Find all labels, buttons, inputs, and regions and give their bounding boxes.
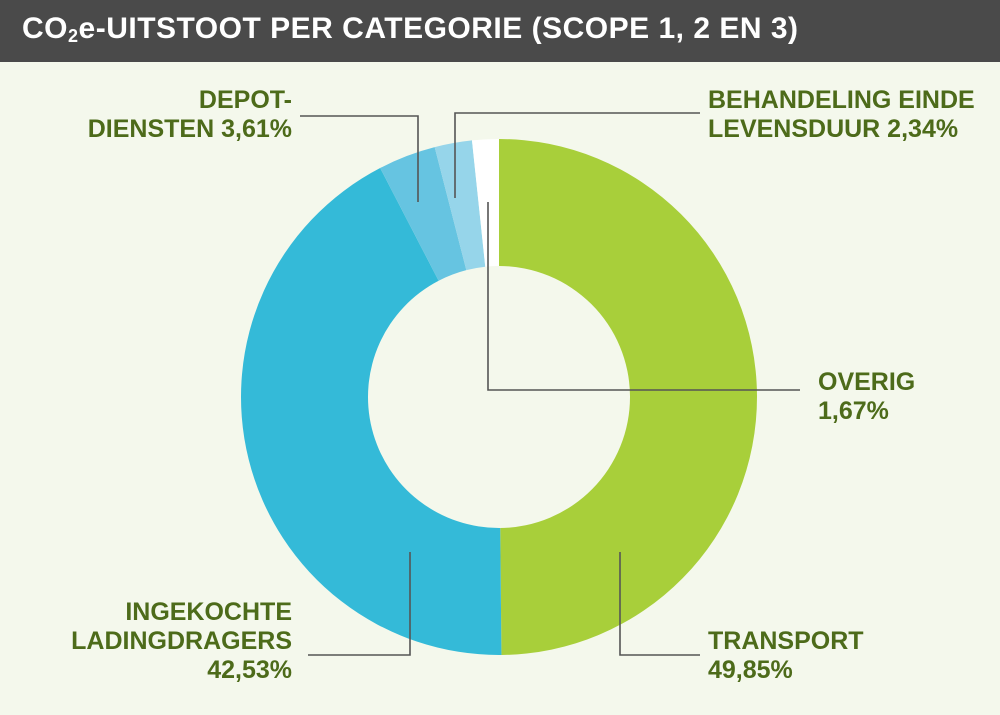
slice-label-depot: DEPOT- DIENSTEN 3,61%	[87, 86, 292, 143]
slice-label-transport: TRANSPORT 49,85%	[708, 627, 864, 684]
donut-slices	[241, 139, 757, 655]
chart-title: CO2e-UITSTOOT PER CATEGORIE (SCOPE 1, 2 …	[22, 12, 799, 46]
leader-line-ladingdragers	[308, 552, 411, 656]
chart-header: CO2e-UITSTOOT PER CATEGORIE (SCOPE 1, 2 …	[0, 0, 1000, 62]
leader-line-behandeling	[454, 112, 700, 198]
slice-overig	[471, 139, 499, 267]
slice-behandeling	[434, 140, 486, 271]
leader-line-overig	[487, 202, 800, 391]
leader-lines	[300, 112, 800, 656]
slice-label-overig: OVERIG 1,67%	[818, 368, 916, 425]
slice-transport	[499, 139, 757, 655]
slice-depot	[380, 147, 467, 281]
slice-label-behandeling: BEHANDELING EINDE LEVENSDUUR 2,34%	[708, 86, 975, 143]
leader-line-transport	[619, 552, 700, 656]
leader-line-depot	[300, 115, 419, 202]
slice-label-ladingdragers: INGEKOCHTE LADINGDRAGERS 42,53%	[71, 598, 292, 684]
slice-ladingdragers	[241, 168, 502, 655]
